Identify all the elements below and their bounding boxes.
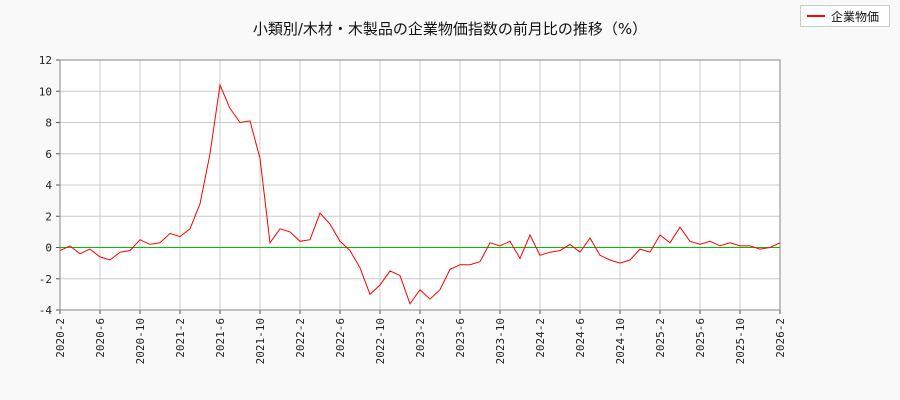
x-tick-label: 2020-2 (54, 318, 67, 358)
x-tick-label: 2020-6 (94, 318, 107, 358)
x-tick-label: 2022-6 (334, 318, 347, 358)
legend: 企業物価 (800, 5, 890, 27)
x-tick-label: 2024-10 (614, 318, 627, 364)
x-tick-label: 2023-10 (494, 318, 507, 364)
x-tick-label: 2021-10 (254, 318, 267, 364)
x-tick-label: 2022-10 (374, 318, 387, 364)
x-tick-label: 2023-2 (414, 318, 427, 358)
x-tick-label: 2022-2 (294, 318, 307, 358)
y-tick-label: 0 (45, 242, 52, 255)
plot-frame (59, 59, 781, 311)
chart-title: 小類別/木材・木製品の企業物価指数の前月比の推移（%） (252, 20, 648, 38)
y-tick-label: -2 (39, 273, 52, 286)
y-tick-label: 2 (45, 210, 52, 223)
x-tick-label: 2025-6 (694, 318, 707, 358)
x-tick-label: 2023-6 (454, 318, 467, 358)
y-tick-label: 12 (39, 54, 52, 67)
x-tick-label: 2024-2 (534, 318, 547, 358)
x-tick-label: 2021-6 (214, 318, 227, 358)
x-tick-label: 2024-6 (574, 318, 587, 358)
x-tick-label: 2025-10 (734, 318, 747, 364)
series-line (59, 83, 781, 305)
y-tick-label: 8 (45, 117, 52, 130)
y-tick-label: 10 (39, 85, 52, 98)
legend-label: 企業物価 (831, 9, 880, 24)
y-tick-label: 6 (45, 148, 52, 161)
x-tick-label: 2026-2 (774, 318, 787, 358)
x-tick-label: 2021-2 (174, 318, 187, 358)
legend-swatch (807, 15, 825, 17)
y-tick-label: 4 (45, 179, 52, 192)
x-tick-label: 2020-10 (134, 318, 147, 364)
x-tick-label: 2025-2 (654, 318, 667, 358)
y-tick-label: -4 (39, 304, 53, 317)
